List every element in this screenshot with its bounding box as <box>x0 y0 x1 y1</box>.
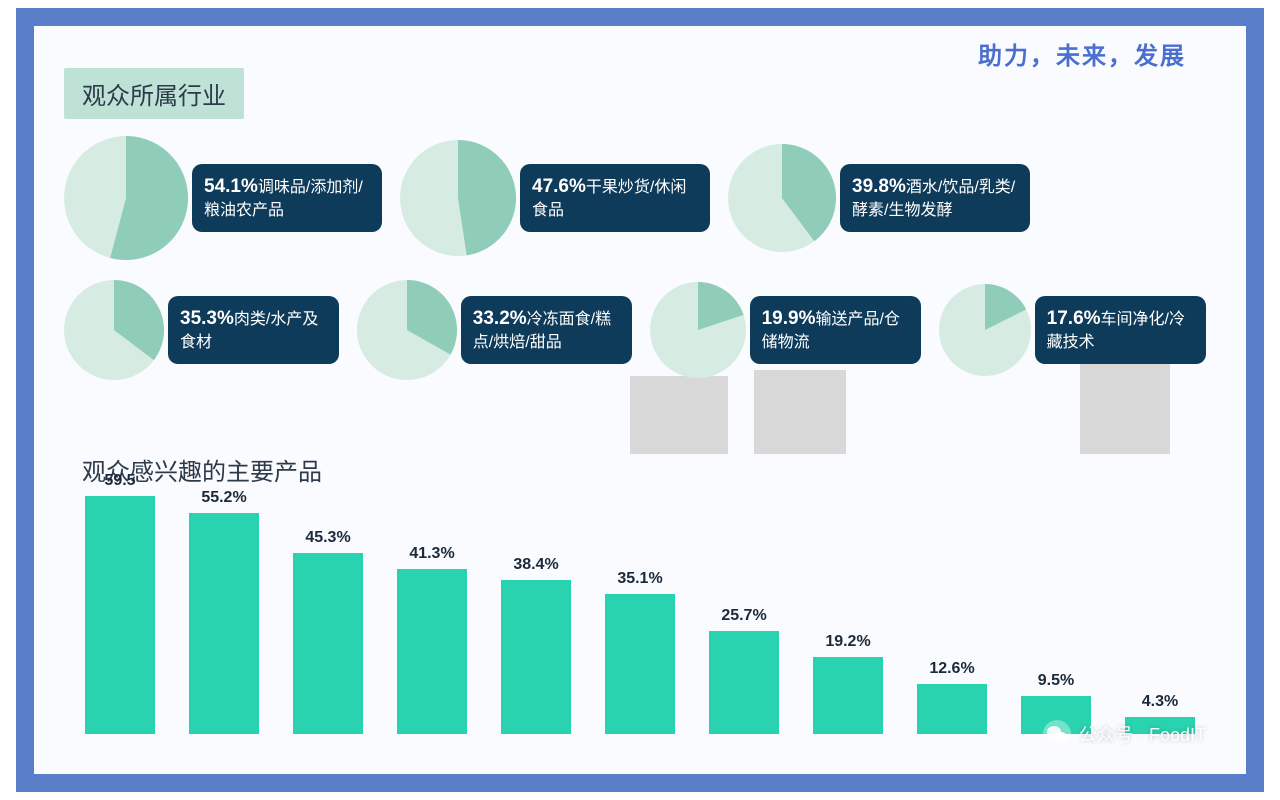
pie-item: 47.6%干果炒货/休闲食品 <box>400 136 710 260</box>
bar-value-label: 4.3% <box>1142 693 1178 711</box>
pie-row-1: 54.1%调味品/添加剂/粮油农产品 47.6%干果炒货/休闲食品 39.8%酒… <box>64 136 1224 260</box>
pie-pct: 19.9% <box>762 308 816 329</box>
bar-item: 19.2% <box>802 633 894 754</box>
bar-rect <box>501 580 571 734</box>
bar-item: 38.4% <box>490 556 582 754</box>
pie-row-2: 35.3%肉类/水产及食材 33.2%冷冻面食/糕点/烘焙/甜品 19.9%输送… <box>64 280 1224 380</box>
bar-item: 12.6% <box>906 660 998 754</box>
bar-rect <box>85 496 155 734</box>
wechat-icon <box>1043 720 1071 748</box>
pie-item: 35.3%肉类/水产及食材 <box>64 280 339 380</box>
bar-value-label: 35.1% <box>617 570 662 588</box>
bar-rect <box>605 594 675 734</box>
pie-item: 33.2%冷冻面食/糕点/烘焙/甜品 <box>357 280 632 380</box>
bar-item: 41.3% <box>386 545 478 754</box>
bar-value-label: 45.3% <box>305 529 350 547</box>
pie-grid: 54.1%调味品/添加剂/粮油农产品 47.6%干果炒货/休闲食品 39.8%酒… <box>64 136 1224 400</box>
pie-item: 19.9%输送产品/仓储物流 <box>650 280 921 380</box>
pie-pct: 35.3% <box>180 308 234 329</box>
bar-value-label: 59.5 <box>104 472 135 490</box>
pie-item: 54.1%调味品/添加剂/粮油农产品 <box>64 136 382 260</box>
pie-label: 35.3%肉类/水产及食材 <box>168 296 339 363</box>
infographic-frame: 助力，未来，发展 观众所属行业 54.1%调味品/添加剂/粮油农产品 47.6%… <box>16 8 1264 792</box>
bar-rect <box>293 553 363 734</box>
pie-label: 54.1%调味品/添加剂/粮油农产品 <box>192 164 382 231</box>
pie-pct: 33.2% <box>473 308 527 329</box>
bar-rect <box>813 657 883 734</box>
bar-value-label: 9.5% <box>1038 672 1074 690</box>
pie-item: 39.8%酒水/饮品/乳类/酵素/生物发酵 <box>728 136 1030 260</box>
bar-rect <box>189 513 259 734</box>
pie-label: 47.6%干果炒货/休闲食品 <box>520 164 710 231</box>
bar-value-label: 41.3% <box>409 545 454 563</box>
bar-item: 45.3% <box>282 529 374 754</box>
top-right-caption: 助力，未来，发展 <box>978 36 1186 71</box>
bar-item: 25.7% <box>698 607 790 754</box>
bar-value-label: 55.2% <box>201 489 246 507</box>
bar-value-label: 38.4% <box>513 556 558 574</box>
bar-value-label: 12.6% <box>929 660 974 678</box>
pie-label: 19.9%输送产品/仓储物流 <box>750 296 921 363</box>
pie-label: 33.2%冷冻面食/糕点/烘焙/甜品 <box>461 296 632 363</box>
bar-rect <box>917 684 987 734</box>
watermark: 公众号 · FoodIT <box>1043 720 1206 748</box>
bar-rect <box>709 631 779 734</box>
bar-rect <box>397 569 467 734</box>
pie-item: 17.6%车间净化/冷藏技术 <box>939 280 1206 380</box>
bar-item: 55.2% <box>178 489 270 754</box>
bar-item: 35.1% <box>594 570 686 754</box>
section-title-industries: 观众所属行业 <box>64 68 244 119</box>
bar-value-label: 19.2% <box>825 633 870 651</box>
pie-pct: 17.6% <box>1047 308 1101 329</box>
bar-item: 59.5 <box>74 472 166 754</box>
pie-label: 17.6%车间净化/冷藏技术 <box>1035 296 1206 363</box>
bar-chart: 59.5 55.2% 45.3% 41.3% 38.4% 35.1% 25.7%… <box>74 464 1224 754</box>
pie-label: 39.8%酒水/饮品/乳类/酵素/生物发酵 <box>840 164 1030 231</box>
pie-pct: 39.8% <box>852 176 906 197</box>
pie-pct: 54.1% <box>204 176 258 197</box>
watermark-text: 公众号 · FoodIT <box>1079 721 1206 747</box>
bar-value-label: 25.7% <box>721 607 766 625</box>
pie-pct: 47.6% <box>532 176 586 197</box>
